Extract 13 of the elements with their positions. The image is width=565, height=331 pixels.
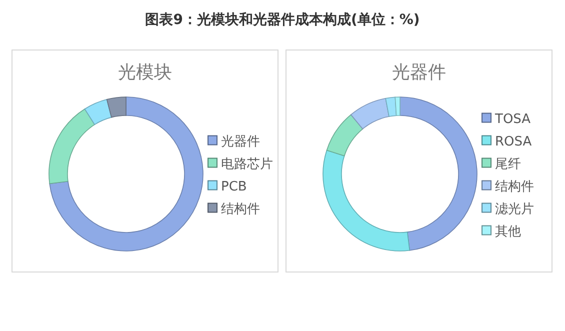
chart-title: 光器件: [392, 62, 446, 83]
legend-label: 光器件: [221, 134, 260, 150]
legend-label: 滤光片: [495, 202, 534, 217]
legend-label: 结构件: [495, 179, 534, 194]
legend-label: 结构件: [221, 202, 260, 217]
legend-label: TOSA: [494, 112, 531, 127]
legend-label: PCB: [221, 179, 247, 194]
legend-label: 其他: [495, 224, 521, 240]
legend-label: ROSA: [495, 134, 532, 150]
text: 图表9：光模块和光器件成本构成(单位：%): [145, 12, 420, 28]
legend-label: 尾纤: [495, 156, 521, 172]
chart-title: 光模块: [118, 62, 172, 83]
legend-label: 电路芯片: [221, 156, 273, 172]
